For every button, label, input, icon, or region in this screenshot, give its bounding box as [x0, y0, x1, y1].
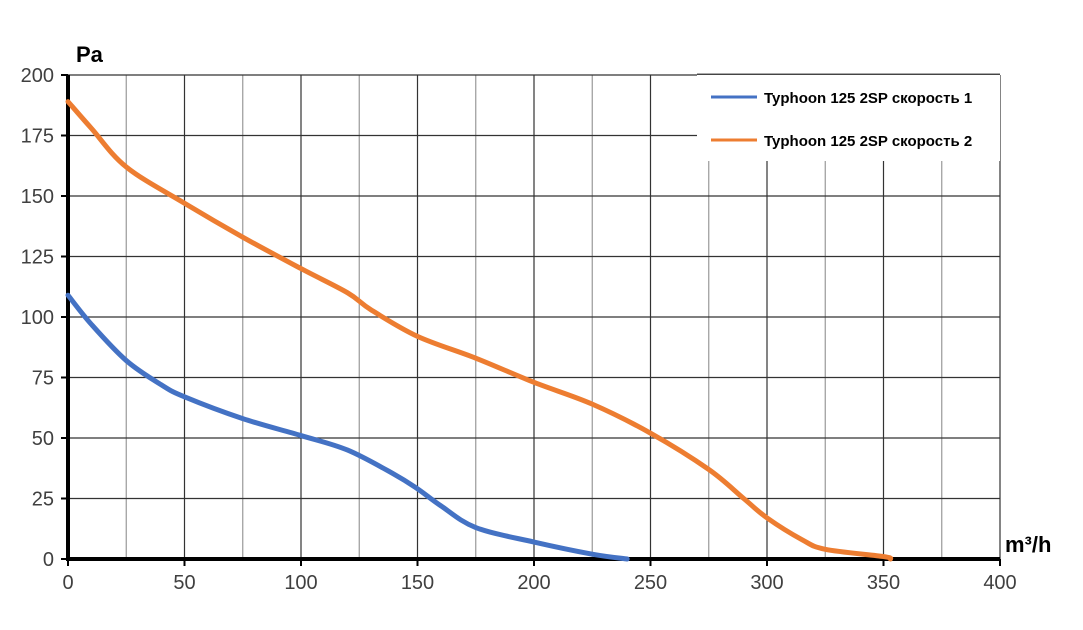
x-tick-label: 200	[517, 572, 550, 594]
y-tick-label: 75	[32, 368, 54, 390]
y-tick-label: 0	[43, 549, 54, 571]
legend-label: Typhoon 125 2SP скорость 2	[764, 133, 972, 150]
y-tick-label: 125	[21, 247, 54, 269]
legend-label: Typhoon 125 2SP скорость 1	[764, 90, 972, 107]
legend: Typhoon 125 2SP скорость 1 Typhoon 125 2S…	[697, 73, 1000, 161]
series-line-1	[65, 292, 630, 562]
x-tick-label: 50	[173, 572, 195, 594]
x-tick-label: 150	[401, 572, 434, 594]
y-tick-label: 200	[21, 65, 54, 87]
x-tick-label: 400	[983, 572, 1016, 594]
series-line-2	[65, 99, 894, 562]
y-tick-label: 25	[32, 489, 54, 511]
x-tick-label: 0	[62, 572, 73, 594]
y-tick-label: 100	[21, 307, 54, 329]
tick-labels: 0 25 50 75 100 125 150 175 200 0 50 100 150 200 250 300…	[21, 65, 1017, 594]
x-tick-label: 300	[750, 572, 783, 594]
y-axis-label: Pa	[76, 42, 104, 67]
y-tick-label: 175	[21, 126, 54, 148]
y-tick-label: 50	[32, 428, 54, 450]
series-lines	[65, 99, 894, 562]
y-tick-label: 150	[21, 186, 54, 208]
x-tick-label: 250	[634, 572, 667, 594]
x-tick-label: 350	[867, 572, 900, 594]
x-axis-label: m³/h	[1005, 532, 1051, 557]
legend-box	[697, 75, 1000, 161]
x-tick-label: 100	[284, 572, 317, 594]
